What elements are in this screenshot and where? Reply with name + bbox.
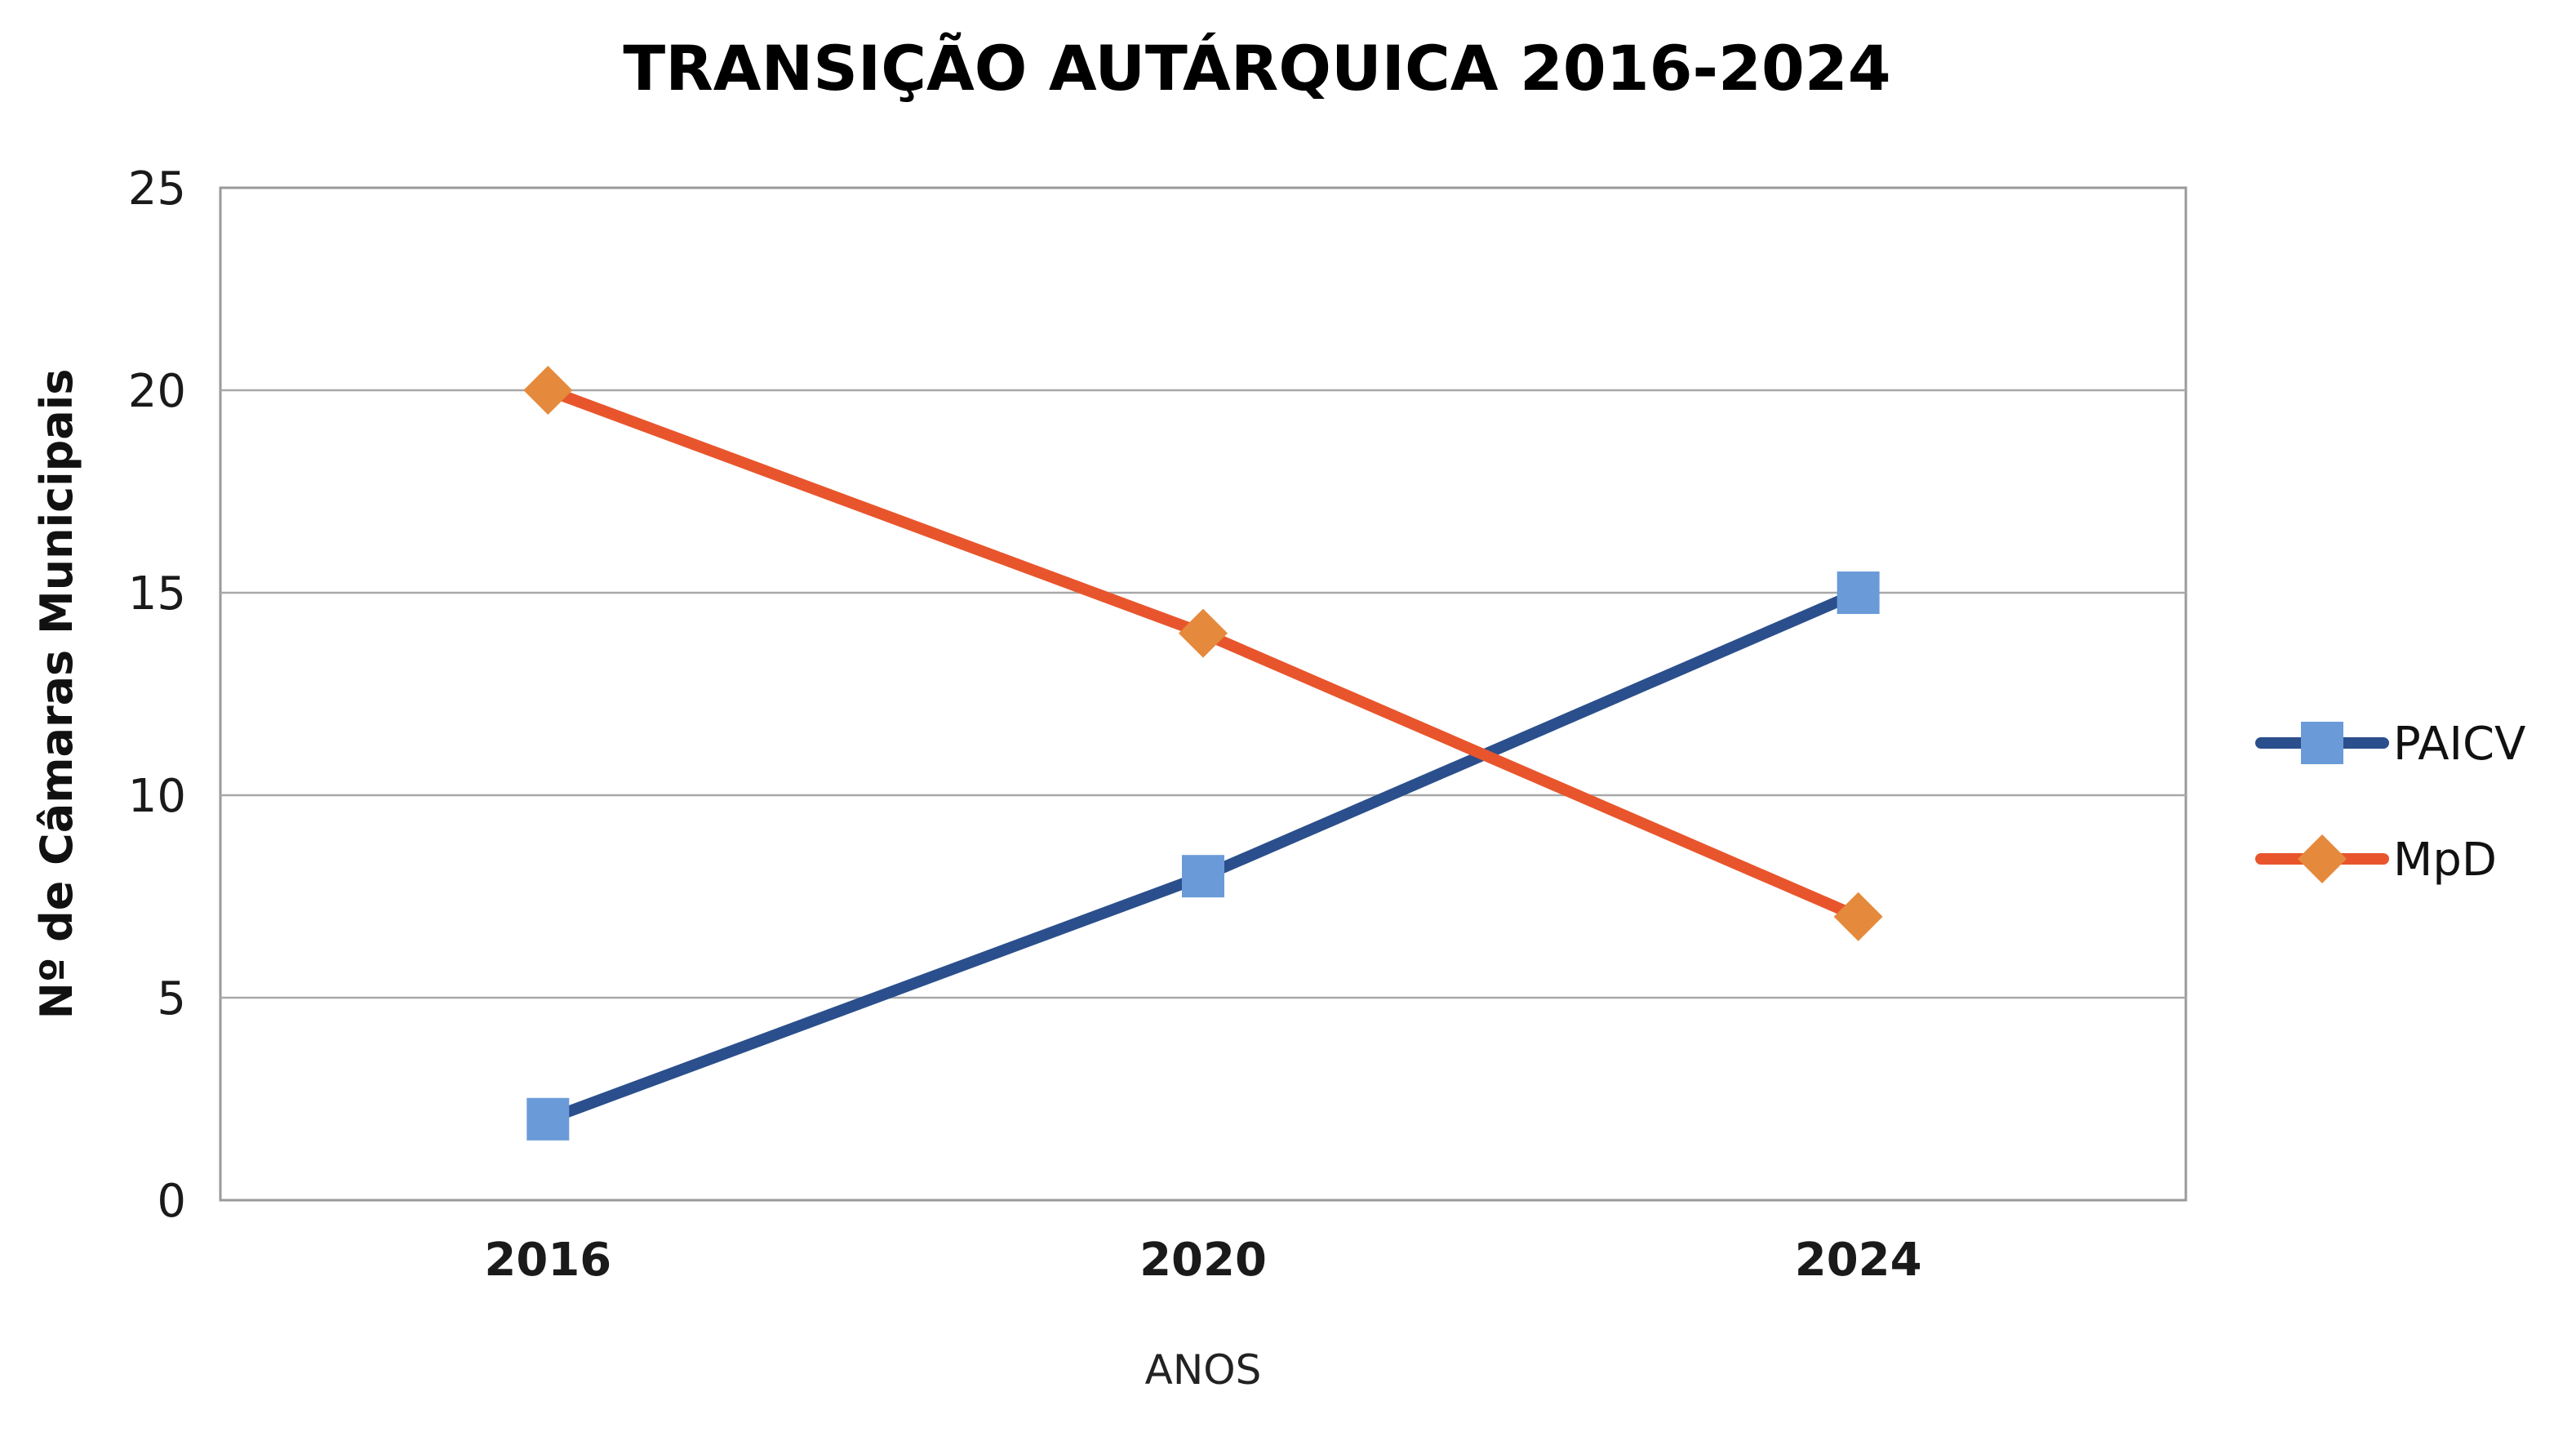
- data-point-mpd: [523, 366, 573, 415]
- x-axis-ticks: 2016 2020 2024: [484, 1234, 1921, 1287]
- data-point-paicv: [1837, 572, 1880, 614]
- legend-marker: [2301, 722, 2343, 764]
- y-tick-label: 25: [128, 162, 186, 216]
- data-point-mpd: [1179, 608, 1228, 658]
- y-tick-label: 0: [157, 1175, 186, 1228]
- y-tick-label: 5: [157, 972, 186, 1025]
- y-axis-title: Nº de Câmaras Municipais: [31, 369, 82, 1020]
- data-point-paicv: [1182, 855, 1224, 898]
- y-tick-label: 15: [128, 567, 186, 620]
- series-layer: [523, 366, 1883, 1141]
- legend: PAICV MpD: [2255, 718, 2525, 887]
- x-tick-label: 2024: [1795, 1234, 1922, 1287]
- series-mpd: [523, 366, 1883, 941]
- x-axis-title: ANOS: [1145, 1346, 1262, 1394]
- legend-label: MpD: [2393, 834, 2497, 887]
- y-tick-label: 20: [128, 365, 186, 418]
- legend-item-mpd: MpD: [2255, 834, 2497, 887]
- data-point-paicv: [526, 1097, 570, 1141]
- y-tick-label: 10: [128, 770, 186, 823]
- x-tick-label: 2016: [484, 1234, 611, 1287]
- chart-title: TRANSIÇÃO AUTÁRQUICA 2016-2024: [623, 32, 1890, 105]
- x-tick-label: 2020: [1139, 1234, 1267, 1287]
- data-point-mpd: [1833, 892, 1883, 941]
- y-axis-ticks: 0 5 10 15 20 25: [128, 162, 186, 1228]
- legend-label: PAICV: [2393, 718, 2525, 771]
- legend-item-paicv: PAICV: [2255, 718, 2525, 771]
- legend-marker: [2298, 834, 2347, 883]
- series-paicv: [526, 572, 1880, 1141]
- plot-area: [219, 186, 2187, 1202]
